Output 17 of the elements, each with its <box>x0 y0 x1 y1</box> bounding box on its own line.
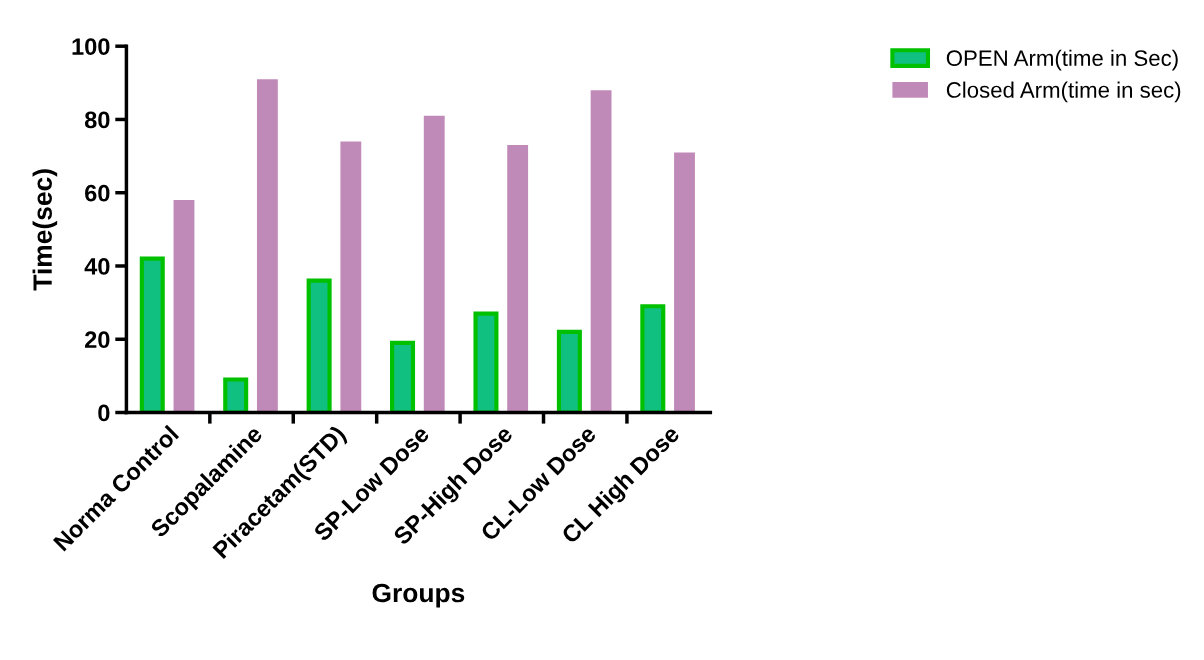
bar <box>173 200 195 413</box>
y-tick-label: 40 <box>84 258 110 275</box>
y-tick-label: 20 <box>85 331 110 349</box>
legend-label: OPEN Arm(time in Sec) <box>946 49 1178 71</box>
bar <box>340 141 362 413</box>
bar <box>423 115 445 413</box>
y-tick-label: 100 <box>72 38 110 55</box>
bar <box>507 145 529 413</box>
bar <box>674 152 695 413</box>
y-axis-title: Time(sec) <box>32 169 58 291</box>
x-axis-title: Groups <box>372 583 465 608</box>
y-tick-label: 0 <box>98 404 110 422</box>
legend-label: Closed Arm(time in sec) <box>946 81 1181 103</box>
bar <box>256 79 278 413</box>
y-tick-label: 80 <box>84 111 110 129</box>
bar <box>590 90 612 413</box>
y-tick-label: 60 <box>85 184 110 202</box>
